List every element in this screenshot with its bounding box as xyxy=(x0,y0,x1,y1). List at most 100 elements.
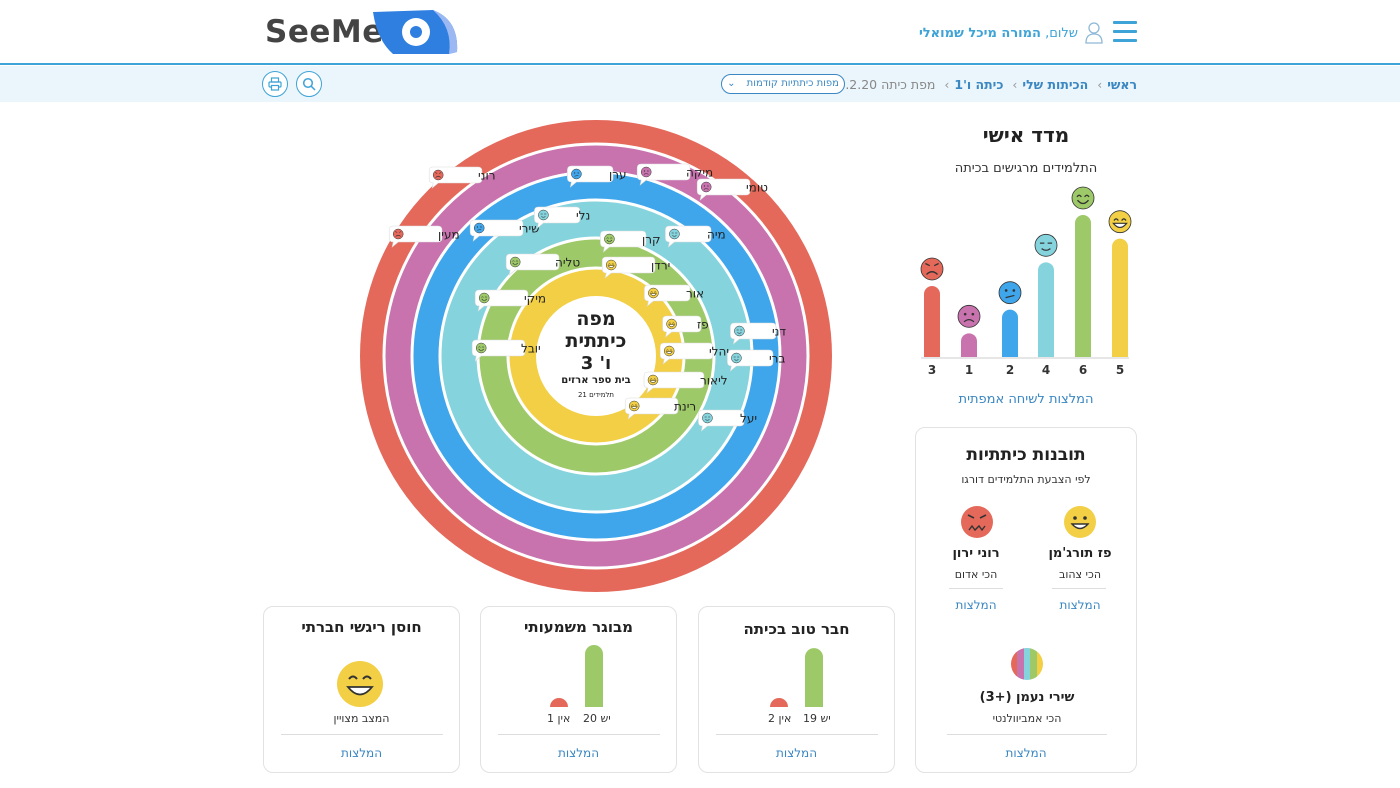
menu-icon[interactable] xyxy=(1113,21,1137,43)
confused-face-icon xyxy=(571,168,582,180)
angry-face-icon xyxy=(920,257,944,281)
student-tag[interactable]: יהלי xyxy=(659,342,729,365)
ambivalent-recommendations-link[interactable]: המלצות xyxy=(1005,746,1047,760)
student-name: מיקי xyxy=(524,292,546,306)
mood-bar-count: 4 xyxy=(1042,363,1050,377)
good-friend-yes-label: יש 19 xyxy=(803,712,831,725)
very-happy-face-icon xyxy=(1064,506,1096,538)
meaningful-adult-recommendations-link[interactable]: המלצות xyxy=(557,746,600,760)
ambivalent-desc: הכי אמביוולנטי xyxy=(992,712,1062,725)
good-friend-recommendations-link[interactable]: המלצות xyxy=(775,746,818,760)
happy-face-icon xyxy=(478,292,490,304)
student-tag[interactable]: יובל xyxy=(471,339,541,362)
student-tag[interactable]: ירדן xyxy=(601,256,670,279)
student-name: יובל xyxy=(521,342,541,356)
student-name: נלי xyxy=(576,209,590,223)
breadcrumb-bar: ראשי› הכיתות שלי› כיתה ו'1› מפת כיתה 24.… xyxy=(0,66,1400,102)
no-bar xyxy=(550,698,568,707)
meaningful-adult-card: מבוגר משמעותי יש 20 אין 1 המלצות xyxy=(480,606,677,773)
student-name: פז xyxy=(697,318,709,332)
calm-face-icon xyxy=(538,209,549,221)
student-name: מעין xyxy=(438,228,460,242)
student-name: רינת xyxy=(674,400,696,414)
breadcrumb-home[interactable]: ראשי xyxy=(1107,77,1137,92)
resilience-recommendations-link[interactable]: המלצות xyxy=(340,746,383,760)
previous-maps-label: מפות כיתתיות קודמות xyxy=(746,78,839,89)
calm-face-icon xyxy=(702,412,713,424)
student-tag[interactable]: מיקי xyxy=(474,289,546,312)
student-tag[interactable]: ערן xyxy=(567,165,627,188)
student-tag[interactable]: נלי xyxy=(534,206,590,229)
top-yellow-recommendations-link[interactable]: המלצות xyxy=(1059,598,1101,612)
top-yellow-desc: הכי צהוב xyxy=(1058,568,1102,581)
breadcrumb-my-classes[interactable]: הכיתות שלי xyxy=(1022,77,1089,92)
student-name: מיה xyxy=(707,228,726,242)
yes-bar xyxy=(585,645,603,707)
happy-face-icon xyxy=(604,233,615,245)
mood-bar-count: 6 xyxy=(1079,363,1087,377)
student-name: שירי xyxy=(519,222,540,236)
meaningful-adult-title: מבוגר משמעותי xyxy=(524,618,633,636)
mood-bar-count: 1 xyxy=(965,363,973,377)
good-friend-bars xyxy=(770,648,823,707)
angry-face-icon xyxy=(961,506,993,538)
very-happy-face-icon xyxy=(666,318,677,330)
student-tag[interactable]: יעל xyxy=(698,409,757,432)
mood-bar-count: 2 xyxy=(1006,363,1014,377)
student-name: רוני xyxy=(478,169,496,183)
student-tag[interactable]: דני xyxy=(730,322,786,345)
calm-face-icon xyxy=(1034,233,1058,257)
very-happy-face-icon xyxy=(663,345,675,357)
student-tag[interactable]: רוני xyxy=(428,166,496,189)
calm-face-icon xyxy=(731,352,742,364)
mood-bar-very-happy xyxy=(1112,238,1128,357)
student-name: טליה xyxy=(555,256,580,270)
mood-bar-count: 3 xyxy=(928,363,936,377)
student-tag[interactable]: מעין xyxy=(388,225,460,248)
empathic-talk-link[interactable]: המלצות לשיחה אמפתית xyxy=(958,392,1094,407)
resilience-card: חוסן ריגשי חברתי המצב מצויין המלצות xyxy=(263,606,460,773)
very-happy-face-icon xyxy=(628,400,640,412)
student-name: יעל xyxy=(740,412,757,426)
meaningful-adult-yes-label: יש 20 xyxy=(583,712,611,725)
student-tag[interactable]: שירי xyxy=(469,219,540,242)
student-tag[interactable]: פז xyxy=(662,315,709,338)
previous-maps-dropdown[interactable]: מפות כיתתיות קודמות ⌄ xyxy=(721,74,845,94)
student-tag[interactable]: קרן xyxy=(600,230,661,253)
top-header: SeeMe. שלום, המורה מיכל שמואלי xyxy=(0,0,1400,65)
student-name: דני xyxy=(772,325,786,339)
student-tag[interactable]: ברי xyxy=(727,349,785,372)
map-school: בית ספר ארזים xyxy=(561,375,630,386)
student-name: ירדן xyxy=(651,259,670,273)
happy-face-icon xyxy=(1071,186,1095,210)
seeme-logo[interactable]: SeeMe. xyxy=(265,10,465,56)
student-tag[interactable]: מיה xyxy=(665,225,726,248)
print-button[interactable] xyxy=(262,71,288,97)
insights-title: תובנות כיתתיות xyxy=(966,445,1086,465)
student-tag[interactable]: ליאור xyxy=(643,371,728,394)
very-happy-face-icon xyxy=(337,661,383,707)
student-tag[interactable]: אור xyxy=(644,284,704,307)
search-button[interactable] xyxy=(296,71,322,97)
ambivalent-color-circle-icon xyxy=(1011,648,1043,680)
student-tag[interactable]: רינת xyxy=(624,397,696,420)
happy-face-icon xyxy=(509,256,521,268)
angry-face-icon xyxy=(432,169,444,181)
calm-face-icon xyxy=(669,228,680,240)
meaningful-adult-no-label: אין 1 xyxy=(547,712,571,725)
class-insights-card: תובנות כיתתיות לפי הצבעת התלמידים דורגו … xyxy=(915,427,1137,773)
resilience-title: חוסן ריגשי חברתי xyxy=(301,618,422,636)
student-tag[interactable]: טליה xyxy=(505,253,580,276)
sad-face-icon xyxy=(700,181,712,193)
breadcrumb: ראשי› הכיתות שלי› כיתה ו'1› מפת כיתה 24.… xyxy=(829,77,1137,92)
map-title-line1: מפה xyxy=(576,308,615,330)
student-tag[interactable]: טומי xyxy=(696,178,768,201)
student-tag[interactable]: מיקה xyxy=(636,163,713,186)
personal-index-title: מדד אישי xyxy=(982,123,1070,147)
eye-logo-icon xyxy=(373,10,458,54)
mood-bar-confused xyxy=(1002,309,1018,357)
very-happy-face-icon xyxy=(648,287,659,299)
top-red-recommendations-link[interactable]: המלצות xyxy=(955,598,997,612)
breadcrumb-class[interactable]: כיתה ו'1 xyxy=(954,77,1004,92)
